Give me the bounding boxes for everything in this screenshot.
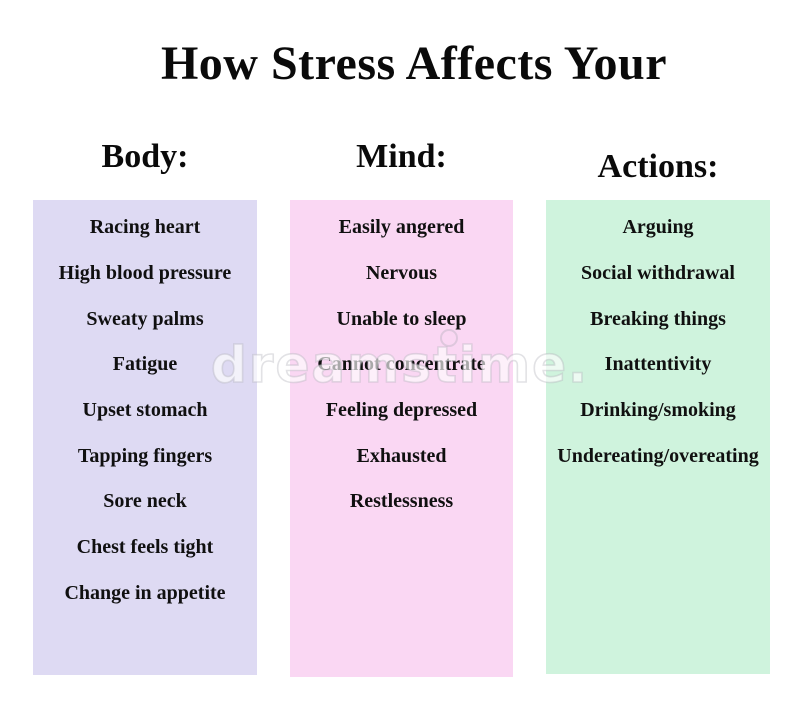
column-header-body: Body: [101,138,189,175]
list-item: Easily angered [338,216,465,239]
list-item: Sweaty palms [86,307,204,330]
actions-symptoms-panel: Arguing Social withdrawal Breaking thing… [546,200,770,674]
list-item: Drinking/smoking [580,399,736,422]
list-item: Tapping fingers [77,444,213,467]
list-item: Exhausted [356,444,447,467]
list-item: Arguing [622,216,694,239]
mind-symptoms-panel: Easily angered Nervous Unable to sleep C… [290,200,513,677]
body-symptoms-panel: Racing heart High blood pressure Sweaty … [33,200,257,675]
list-item: Cannot concentrate [317,353,486,376]
list-item: Chest feels tight [76,536,214,559]
list-item: High blood pressure [58,262,232,285]
list-item: Nervous [365,262,438,285]
list-item: Breaking things [590,307,726,330]
list-item: Change in appetite [64,581,226,604]
page-title: How Stress Affects Your [160,37,668,90]
list-item: Unable to sleep [336,307,467,330]
list-item: Sore neck [103,490,187,513]
list-item: Upset stomach [82,399,208,422]
list-item: Undereating/overeating [557,444,759,467]
list-item: Inattentivity [604,353,712,376]
list-item: Social withdrawal [581,262,735,285]
list-item: Restlessness [349,490,454,513]
list-item: Fatigue [112,353,178,376]
column-header-actions: Actions: [597,148,719,185]
list-item: Racing heart [89,216,201,239]
column-header-mind: Mind: [356,138,447,175]
list-item: Feeling depressed [325,399,478,422]
